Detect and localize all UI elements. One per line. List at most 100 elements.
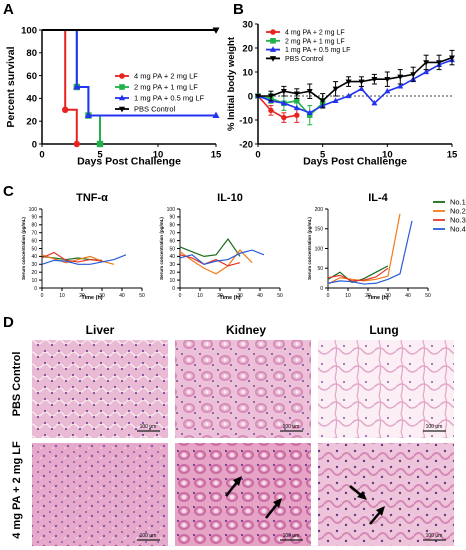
arrow-lung-1 (349, 485, 367, 500)
legend-label: 1 mg PA + 0.5 mg LF (285, 47, 350, 54)
y-tick-label: 0 (320, 286, 323, 292)
legend-marker (119, 84, 125, 90)
y-tick-label: 90 (31, 215, 37, 221)
series-line (257, 95, 297, 119)
data-point (306, 89, 313, 95)
series-no-3 (41, 251, 103, 263)
series-pbs-control (255, 49, 455, 109)
data-point (61, 106, 69, 114)
il-4-chart: 0 50 100 150 200 0 10 20 30 40 50 Time (h) Serum con… (307, 192, 466, 301)
svg-text:100 μm: 100 μm (426, 533, 443, 539)
series-pbs-control (42, 27, 220, 34)
series-line (42, 29, 78, 144)
data-point (255, 93, 261, 100)
y-tick-label: 60 (31, 238, 37, 244)
series-no-3 (179, 254, 241, 267)
y-tick-label: 30 (31, 262, 37, 268)
series-line (258, 56, 453, 102)
y-tick-label: 50 (169, 246, 175, 252)
y-tick-label: 80 (169, 223, 175, 229)
scale-bar-kidney-control: 100 μm (280, 424, 303, 432)
panel-letter-b: B (233, 1, 244, 18)
legend-label: PBS Control (134, 105, 176, 114)
micrograph-liver-treated (32, 443, 168, 546)
series-line (179, 249, 253, 275)
series-line (179, 249, 265, 265)
y-tick-label: 70 (31, 230, 37, 236)
legend-marker (119, 73, 125, 79)
series-no-4 (327, 220, 413, 285)
svg-text:100 μm: 100 μm (140, 533, 157, 539)
data-point (212, 27, 220, 34)
legend-entry-1-mg-pa-0-5-mg-lf: 1 mg PA + 0.5 mg LF (115, 94, 205, 103)
legend-marker (118, 94, 126, 101)
legend-entry-pbs-control: PBS Control (266, 56, 324, 63)
scale-bar-lung-treated: 100 μm (423, 533, 446, 541)
data-point (294, 112, 300, 118)
legend-entry-no-4: No.4 (433, 225, 466, 234)
x-tick-label: 30 (237, 293, 243, 299)
data-point (280, 99, 287, 106)
data-point (293, 91, 300, 97)
y-tick-label: 40 (169, 254, 175, 260)
y-tick-label: 20 (26, 117, 37, 128)
x-tick-label: 15 (447, 150, 458, 161)
y-tick-label: 0 (248, 91, 253, 102)
legend-label: 1 mg PA + 0.5 mg LF (134, 94, 205, 103)
series-line (42, 29, 101, 144)
y-tick-label: 10 (169, 278, 175, 284)
svg-text:100 μm: 100 μm (283, 533, 300, 539)
body-weight-chart: -20 -10 0 10 20 30 0 5 10 15 Days Post Challenge % … (226, 19, 458, 167)
x-tick-label: 0 (327, 293, 330, 299)
scale-bar-liver-control: 100 μm (137, 424, 160, 432)
y-tick-label: 20 (242, 43, 253, 54)
y-tick-label: 40 (26, 94, 37, 105)
svg-text:100 μm: 100 μm (426, 424, 443, 430)
data-point (358, 85, 365, 91)
y-tick-label: 40 (31, 254, 37, 260)
legend-label: PBS Control (285, 56, 324, 63)
data-point (84, 111, 92, 119)
y-axis-label: % Initial body weight (226, 36, 237, 131)
legend-label: 2 mg PA + 1 mg LF (134, 83, 198, 92)
y-tick-label: 100 (315, 246, 324, 252)
data-point (384, 87, 391, 94)
data-point (397, 74, 404, 81)
series-no-2 (41, 254, 115, 265)
y-tick-label: 0 (32, 139, 37, 150)
y-tick-label: 30 (242, 19, 253, 30)
y-tick-label: 80 (26, 48, 37, 59)
data-point (212, 111, 220, 119)
legend-entry-4-mg-pa-2-mg-lf: 4 mg PA + 2 mg LF (266, 29, 345, 36)
legend-label: No.2 (450, 207, 466, 216)
series-no-2 (179, 249, 253, 275)
y-tick-label: -10 (239, 115, 253, 126)
data-point (358, 79, 365, 85)
data-point (293, 104, 300, 111)
histology-panel: Liver Kidney Lung PBS Control 4 mg PA + … (11, 323, 454, 546)
x-tick-label: 20 (79, 293, 85, 299)
micrograph-kidney-treated (175, 443, 311, 546)
x-axis-label: Days Post Challenge (77, 156, 181, 168)
series-2-mg-pa-1-mg-lf (42, 29, 104, 148)
scale-bar-lung-control: 100 μm (423, 424, 446, 432)
legend-entry-2-mg-pa-1-mg-lf: 2 mg PA + 1 mg LF (266, 38, 345, 45)
data-point (371, 77, 378, 83)
y-tick-label: 200 (315, 207, 324, 213)
legend-entry-pbs-control: PBS Control (115, 105, 176, 114)
y-axis-label: Serum concentration (pg/mL) (159, 217, 164, 280)
series-4-mg-pa-2-mg-lf (255, 93, 300, 123)
y-tick-label: 0 (172, 286, 175, 292)
legend-entry-4-mg-pa-2-mg-lf: 4 mg PA + 2 mg LF (115, 72, 198, 81)
data-point (345, 92, 352, 99)
micrograph-liver-control (32, 340, 168, 438)
x-tick-label: 10 (153, 150, 164, 161)
x-tick-label: 10 (197, 293, 203, 299)
legend-entry-no-1: No.1 (433, 198, 466, 207)
scale-bar-kidney-treated: 100 μm (280, 533, 303, 541)
svg-text:100 μm: 100 μm (283, 424, 300, 430)
series-line (327, 220, 413, 285)
legend-label: No.4 (450, 225, 466, 234)
legend-marker (270, 29, 276, 35)
